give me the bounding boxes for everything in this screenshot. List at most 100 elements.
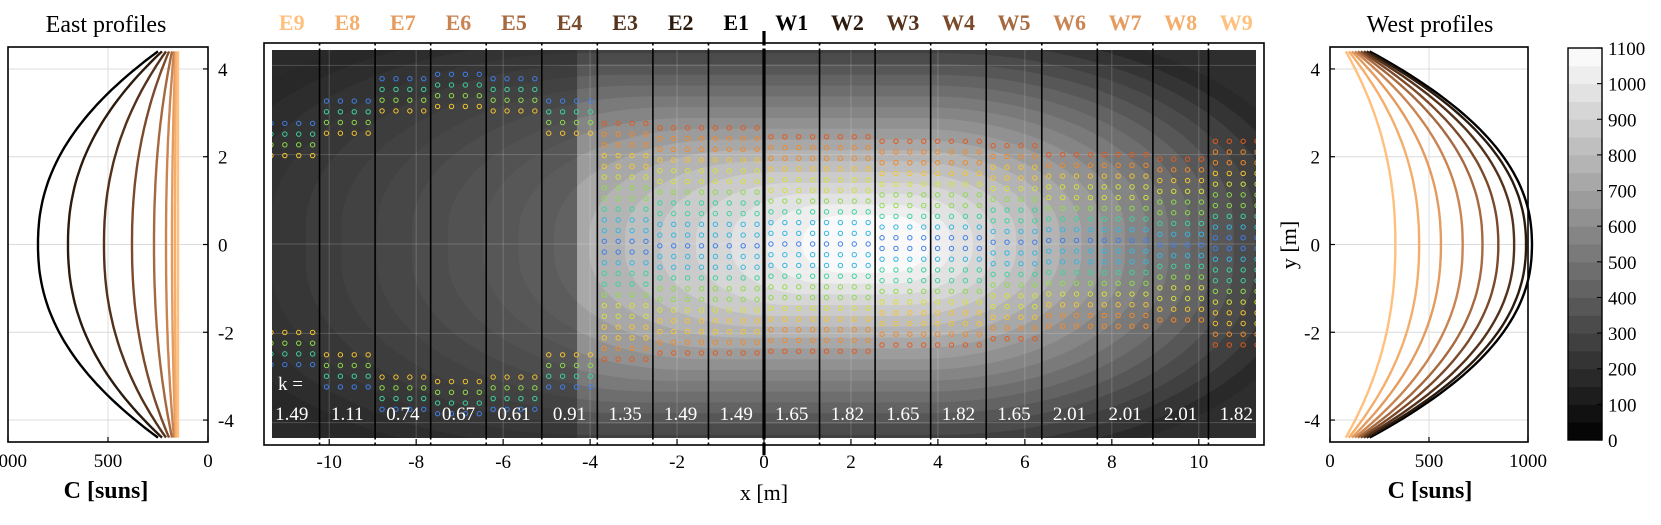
marker	[1240, 149, 1246, 155]
marker	[698, 189, 705, 195]
marker	[1212, 138, 1219, 144]
x-tick-label: -6	[495, 452, 511, 473]
marker	[865, 262, 871, 269]
marker	[643, 142, 649, 148]
marker	[976, 192, 982, 198]
marker	[782, 144, 788, 151]
marker	[351, 119, 357, 126]
marker	[754, 264, 760, 270]
marker	[837, 316, 844, 322]
marker	[657, 146, 663, 153]
marker	[740, 210, 746, 217]
marker	[1240, 224, 1246, 230]
marker	[573, 119, 580, 126]
marker	[698, 307, 705, 313]
marker	[851, 176, 857, 183]
marker	[1018, 325, 1024, 331]
marker	[768, 337, 774, 344]
y-tick-label: 2	[218, 148, 228, 169]
marker	[671, 168, 677, 174]
marker	[1115, 184, 1121, 190]
marker	[782, 198, 788, 204]
marker	[1018, 239, 1024, 245]
marker	[851, 144, 857, 151]
marker	[1198, 242, 1205, 248]
marker	[379, 395, 385, 402]
marker	[879, 288, 885, 295]
marker	[796, 305, 802, 312]
k-value: 1.65	[997, 404, 1030, 425]
k-value: 1.49	[664, 404, 697, 425]
marker	[573, 384, 580, 390]
marker	[934, 320, 941, 327]
colorbar-tick-label: 500	[1608, 253, 1637, 274]
marker	[629, 131, 635, 137]
marker	[698, 318, 705, 324]
marker	[601, 142, 607, 148]
marker	[823, 305, 830, 312]
marker	[712, 168, 719, 174]
marker	[629, 152, 635, 159]
marker	[296, 361, 302, 368]
colorbar-band	[1568, 422, 1602, 441]
marker	[990, 153, 996, 160]
marker	[1018, 207, 1024, 213]
marker	[962, 342, 969, 348]
marker	[851, 273, 857, 279]
marker	[1004, 185, 1010, 192]
marker	[504, 406, 510, 412]
marker	[823, 273, 830, 279]
marker	[990, 175, 996, 181]
marker	[365, 130, 371, 136]
y-tick-label: 0	[218, 236, 228, 257]
strip-label-w1: W1	[775, 10, 808, 35]
marker	[657, 125, 663, 131]
marker	[726, 135, 732, 142]
marker	[782, 316, 788, 322]
marker	[434, 82, 441, 88]
marker	[1073, 227, 1080, 233]
marker	[698, 178, 705, 185]
marker	[712, 125, 719, 131]
marker	[976, 149, 982, 155]
marker	[976, 342, 982, 348]
marker	[462, 82, 469, 88]
marker	[1046, 184, 1052, 190]
marker	[421, 97, 427, 103]
marker	[851, 166, 857, 172]
marker	[1129, 227, 1135, 233]
marker	[671, 285, 677, 292]
marker	[629, 163, 635, 169]
marker	[893, 149, 899, 155]
marker	[323, 119, 330, 126]
k-value: 2.01	[1164, 404, 1197, 425]
marker	[448, 93, 455, 99]
marker	[532, 86, 538, 93]
x-tick-label: 10	[1189, 452, 1208, 473]
marker	[934, 202, 941, 209]
marker	[796, 348, 802, 354]
marker	[1157, 263, 1163, 270]
marker	[1073, 302, 1080, 308]
marker	[643, 281, 649, 287]
marker	[1143, 237, 1149, 244]
marker	[1157, 285, 1163, 291]
marker	[865, 219, 871, 226]
marker	[879, 149, 885, 155]
marker	[1046, 151, 1052, 158]
marker	[629, 356, 635, 362]
marker	[351, 98, 357, 104]
marker	[879, 342, 885, 348]
marker	[629, 260, 635, 266]
profile-line	[152, 51, 174, 438]
marker	[601, 292, 607, 298]
marker	[309, 340, 316, 346]
colorbar-tick-label: 700	[1608, 182, 1637, 203]
marker	[504, 97, 510, 103]
strip-label-e1: E1	[723, 10, 749, 35]
marker	[1059, 227, 1066, 233]
marker	[879, 277, 885, 284]
marker	[1184, 317, 1191, 323]
marker	[809, 176, 816, 183]
marker	[754, 189, 760, 195]
